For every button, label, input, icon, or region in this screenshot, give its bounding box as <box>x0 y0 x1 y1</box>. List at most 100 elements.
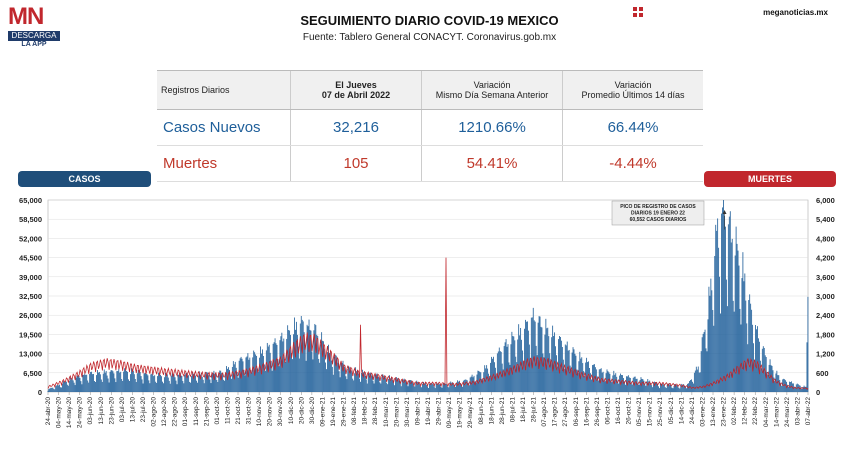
bar-casos <box>704 329 706 392</box>
bar-casos <box>613 370 615 392</box>
bar-casos <box>182 381 184 392</box>
x-tick-label: 14-mar-22 <box>773 397 780 427</box>
bar-casos <box>445 383 447 392</box>
bar-casos <box>442 384 444 392</box>
site-name[interactable]: meganoticias.mx <box>763 8 828 17</box>
bar-casos <box>53 388 55 392</box>
bar-casos <box>56 385 58 392</box>
bar-casos <box>429 382 431 392</box>
bar-casos <box>742 252 744 392</box>
bar-casos <box>627 375 629 392</box>
bar-casos <box>601 372 603 392</box>
y-right-tick: 5,400 <box>816 215 835 224</box>
y-left-tick: 39,000 <box>19 273 42 282</box>
bar-casos <box>172 374 174 392</box>
bar-casos <box>486 365 488 392</box>
bar-casos <box>193 373 194 392</box>
bar-casos <box>131 371 133 392</box>
bar-casos <box>515 356 517 392</box>
bar-casos <box>239 358 241 392</box>
bar-casos <box>393 382 394 392</box>
bar-casos <box>764 355 766 392</box>
x-tick-label: 14-dic-21 <box>678 397 685 424</box>
bar-casos <box>582 363 584 392</box>
bar-casos <box>659 388 660 392</box>
bar-casos <box>220 370 222 392</box>
bar-casos <box>254 352 256 392</box>
bar-casos <box>549 353 551 392</box>
bar-casos <box>402 379 404 392</box>
bar-casos <box>49 388 51 392</box>
x-tick-label: 19-ene-21 <box>330 397 337 427</box>
bar-casos <box>501 363 503 392</box>
bar-casos <box>409 380 411 392</box>
bar-casos <box>678 387 680 392</box>
bar-casos <box>697 366 699 392</box>
stats-row-casos: Casos Nuevos 32,216 1210.66% 66.44% <box>157 109 703 146</box>
bar-casos <box>574 353 576 392</box>
bar-casos <box>512 336 514 392</box>
bar-casos <box>439 384 441 392</box>
bar-casos <box>159 374 160 392</box>
x-tick-label: 08-jul-21 <box>509 397 516 423</box>
meganoticias-logo[interactable]: MN DESCARGA LA APP <box>8 5 60 48</box>
bar-casos <box>183 383 185 392</box>
bar-casos <box>447 386 449 392</box>
bar-casos <box>692 381 693 392</box>
bar-casos <box>569 365 571 392</box>
bar-casos <box>706 351 708 392</box>
bar-casos <box>422 383 424 392</box>
bar-casos <box>285 361 287 392</box>
bar-casos <box>414 386 416 392</box>
bar-casos <box>545 318 547 392</box>
bar-casos <box>211 372 213 392</box>
bar-casos <box>77 376 79 392</box>
bar-casos <box>354 373 356 392</box>
bar-casos <box>386 382 388 392</box>
bar-casos <box>583 371 585 392</box>
bar-casos <box>71 377 73 392</box>
bar-casos <box>668 383 670 392</box>
grid-menu-icon[interactable] <box>633 7 643 17</box>
bar-casos <box>638 384 640 392</box>
bar-casos <box>588 361 589 392</box>
bar-casos <box>130 374 131 392</box>
bar-casos <box>302 321 304 392</box>
bar-casos <box>374 374 376 392</box>
bar-casos <box>669 384 671 392</box>
bar-casos <box>450 381 452 392</box>
bar-casos <box>546 328 548 392</box>
bar-casos <box>363 371 365 392</box>
bar-casos <box>264 370 266 392</box>
bar-casos <box>477 370 479 392</box>
bar-casos <box>555 346 556 392</box>
bar-casos <box>143 373 145 392</box>
bar-casos <box>529 358 531 392</box>
bar-casos <box>770 365 772 392</box>
bar-casos <box>741 278 743 392</box>
bar-casos <box>194 373 195 392</box>
bar-casos <box>277 359 279 392</box>
y-left-tick: 26,000 <box>19 311 42 320</box>
bar-casos <box>490 362 491 392</box>
bar-casos <box>788 386 789 392</box>
bar-casos <box>312 359 314 392</box>
bar-casos <box>88 382 90 392</box>
bar-casos <box>55 386 57 392</box>
x-tick-label: 12-feb-22 <box>742 397 749 425</box>
bar-casos <box>646 381 648 392</box>
bar-casos <box>356 371 357 392</box>
bar-casos <box>781 385 783 392</box>
bar-casos <box>541 327 543 392</box>
bar-casos <box>679 388 681 392</box>
bar-casos <box>87 380 89 392</box>
bar-casos <box>372 380 374 392</box>
x-tick-label: 18-feb-21 <box>362 397 369 425</box>
bar-casos <box>610 380 612 392</box>
bar-casos <box>705 348 707 392</box>
bar-casos <box>185 373 187 392</box>
bar-casos <box>357 370 358 392</box>
bar-casos <box>259 357 260 392</box>
annotation-box <box>611 200 705 226</box>
bar-casos <box>534 321 536 392</box>
